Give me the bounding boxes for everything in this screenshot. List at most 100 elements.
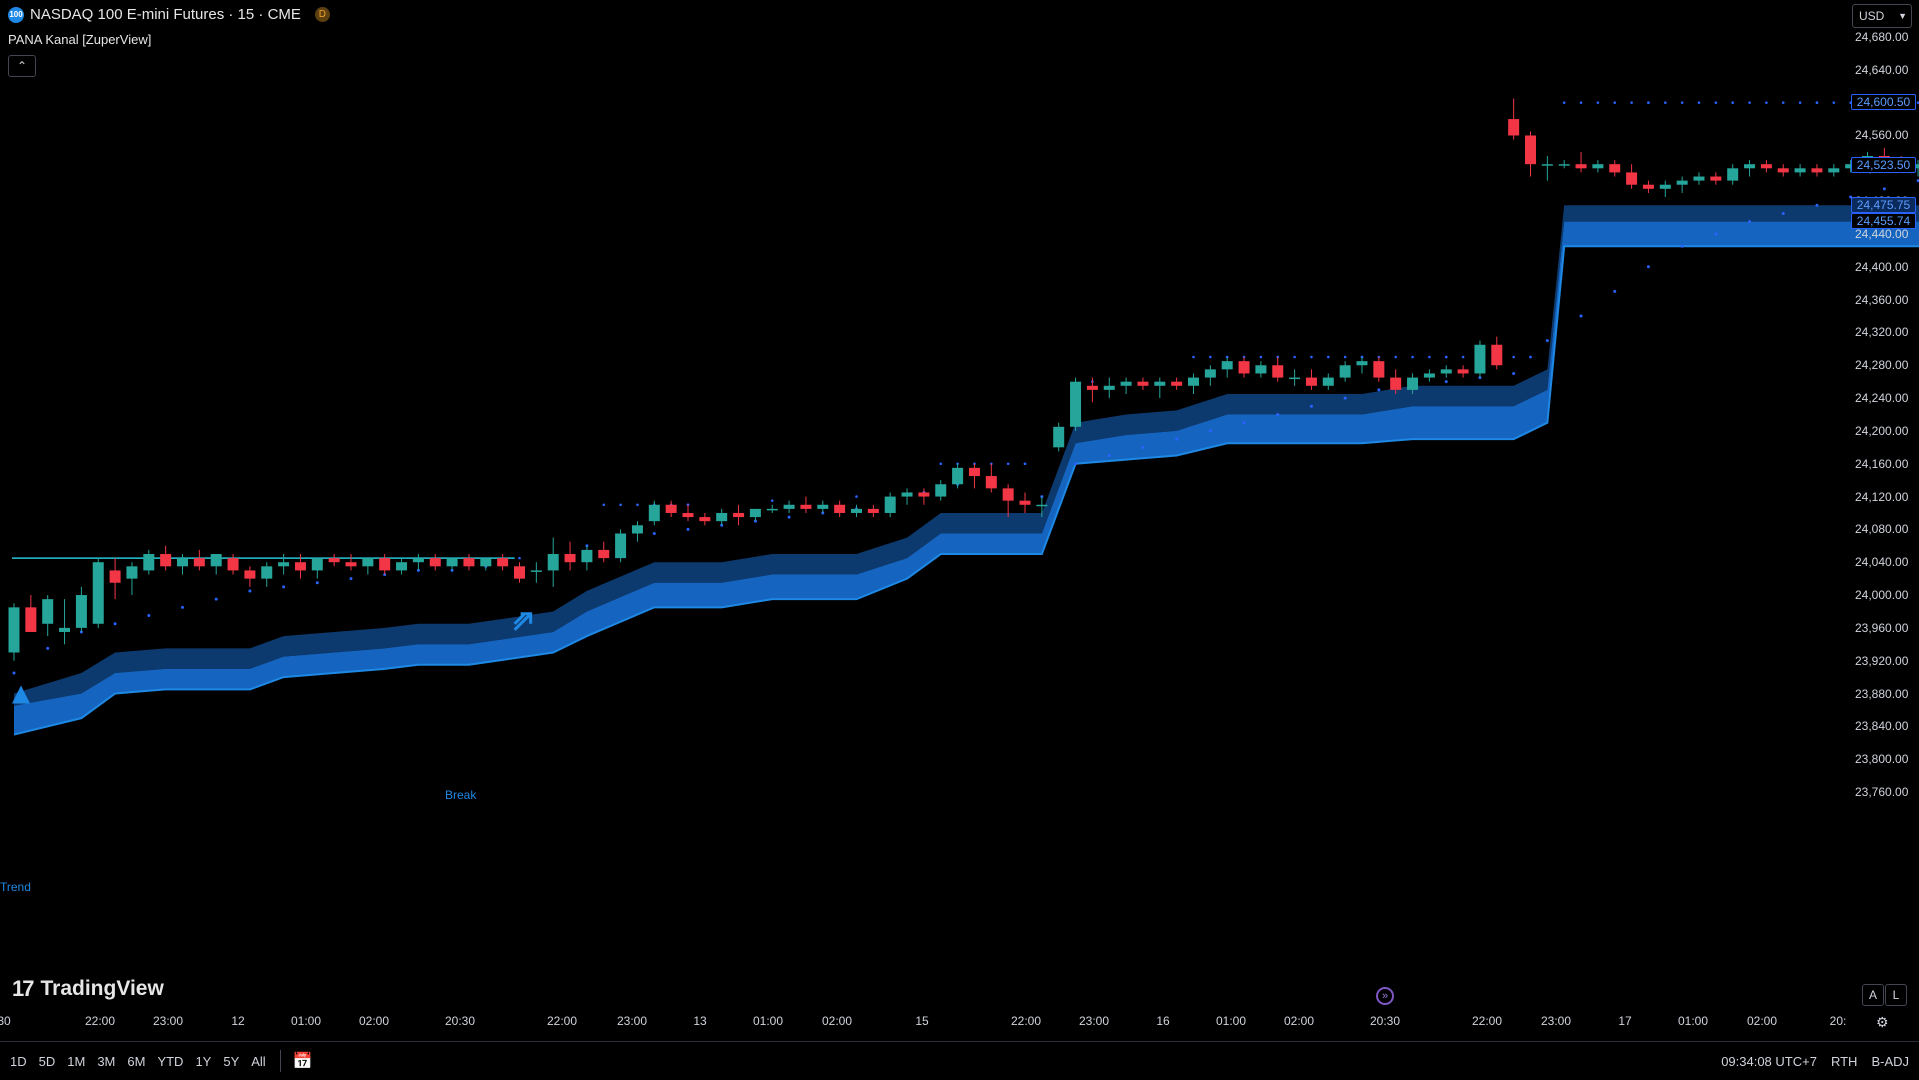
go-to-date-calendar-icon[interactable]: 📅 [292,1053,313,1070]
range-button-3m[interactable]: 3M [97,1053,116,1069]
time-tick-label: 02:00 [821,1014,853,1028]
price-tag-label: 24,475.75 [1851,196,1916,213]
trailing-stop-dot [349,577,353,581]
candle-body [1693,176,1705,181]
resistance-dot [1798,101,1802,104]
time-tick-label: 15 [915,1014,929,1028]
trailing-stop-dot [1343,396,1347,400]
range-button-ytd[interactable]: YTD [157,1053,184,1069]
price-tick-label: 24,160.00 [1855,456,1909,471]
resistance-dot [1023,462,1027,466]
range-button-1d[interactable]: 1D [10,1053,27,1069]
candle-body [1339,365,1351,378]
trailing-stop-dot [282,585,286,589]
range-button-1m[interactable]: 1M [67,1053,86,1069]
trailing-stop-dot [1646,265,1650,269]
symbol-title[interactable]: NASDAQ 100 E-mini Futures · 15 · CME [30,6,301,23]
indicator-title[interactable]: PANA Kanal [ZuperView] [8,32,152,47]
candle-body [935,484,947,497]
trailing-stop-dot [1444,380,1448,384]
candle-body [160,554,172,567]
price-tick-label: 23,920.00 [1855,653,1909,668]
resistance-dot [1680,101,1684,104]
chart-settings-gear-icon[interactable]: ⚙ [1876,1014,1889,1030]
delayed-data-badge[interactable]: D [314,7,330,22]
break-signal-label: Break [445,788,477,802]
tradingview-logo[interactable]: 17 TradingView [12,976,164,1002]
range-button-5y[interactable]: 5Y [223,1053,240,1069]
range-button-all[interactable]: All [251,1053,266,1069]
resistance-dot [770,499,774,502]
candle-body [210,554,222,567]
date-range-buttons: 1D 5D 1M 3M 6M YTD 1Y 5Y All [0,1054,268,1069]
candle-body [564,554,576,563]
candle-body [25,607,37,632]
resistance-dot [518,556,521,560]
candle-body [1322,377,1334,386]
candle-body [851,508,862,513]
trailing-stop-dot [315,581,319,585]
auto-scale-button[interactable]: A [1862,984,1884,1006]
price-tick-label: 24,320.00 [1855,325,1909,340]
range-button-6m[interactable]: 6M [127,1053,146,1069]
candle-body [918,492,930,497]
range-button-5d[interactable]: 5D [38,1053,56,1069]
resistance-dot [619,503,622,507]
candle-body [1305,377,1317,386]
resistance-dot [1343,355,1347,359]
session-toggle[interactable]: RTH [1830,1053,1858,1069]
range-button-1y[interactable]: 1Y [195,1053,212,1069]
price-tick-label: 24,680.00 [1855,30,1909,44]
time-tick-label: 20:30 [444,1014,476,1028]
candle-body [1154,381,1166,386]
candle-body [1828,168,1840,173]
tradingview-wordmark: TradingView [40,977,164,1000]
candle-body [1137,381,1149,386]
channel-upper-band [14,205,1919,706]
candle-body [1255,365,1267,374]
clock-timezone[interactable]: 09:34:08 UTC+7 [1721,1053,1817,1069]
candle-body [901,492,913,497]
time-tick-label: 30 [0,1014,11,1028]
candle-body [227,558,239,571]
candle-body [733,512,745,518]
price-tag-label: 24,523.50 [1851,157,1916,174]
resistance-dot [1529,355,1532,359]
candle-body [143,554,155,571]
trailing-stop-dot [1309,404,1313,408]
price-tick-label: 24,200.00 [1855,423,1909,438]
time-tick-label: 20:30 [1369,1014,1401,1028]
trailing-stop-dot [1276,413,1280,416]
resistance-dot [855,495,858,498]
tradingview-logo-icon: 17 [12,976,35,1001]
resistance-dot [1647,101,1650,104]
candle-body [985,476,997,489]
price-tick-label: 24,280.00 [1855,358,1909,373]
resistance-dot [1664,101,1667,104]
collapse-legend-button[interactable]: ⌃ [8,55,36,77]
price-chart[interactable] [0,0,1919,1040]
resistance-dot [1748,101,1751,104]
trailing-stop-dot [248,589,252,593]
candle-body [92,562,104,624]
time-tick-label: 23:00 [152,1014,184,1028]
adjustment-toggle[interactable]: B-ADJ [1871,1053,1909,1069]
log-scale-button[interactable]: L [1885,984,1907,1006]
resistance-dot [1428,355,1431,359]
candle-body [1541,164,1553,166]
candle-body [968,467,980,477]
candle-body [648,504,660,522]
trailing-stop-dot [1882,187,1886,191]
candle-body [1019,500,1031,505]
candle-body [631,525,643,534]
candle-body [1356,361,1368,366]
currency-select[interactable]: USD ▼ [1852,4,1912,28]
trailing-stop-dot [1208,429,1212,433]
candle-body [1002,488,1014,501]
resistance-dot [1832,101,1836,104]
resistance-dot [1310,355,1313,359]
trailing-stop-dot [1714,232,1718,236]
candle-body [379,558,391,571]
candle-body [1120,381,1132,386]
go-to-realtime-icon[interactable]: » [1376,987,1394,1005]
